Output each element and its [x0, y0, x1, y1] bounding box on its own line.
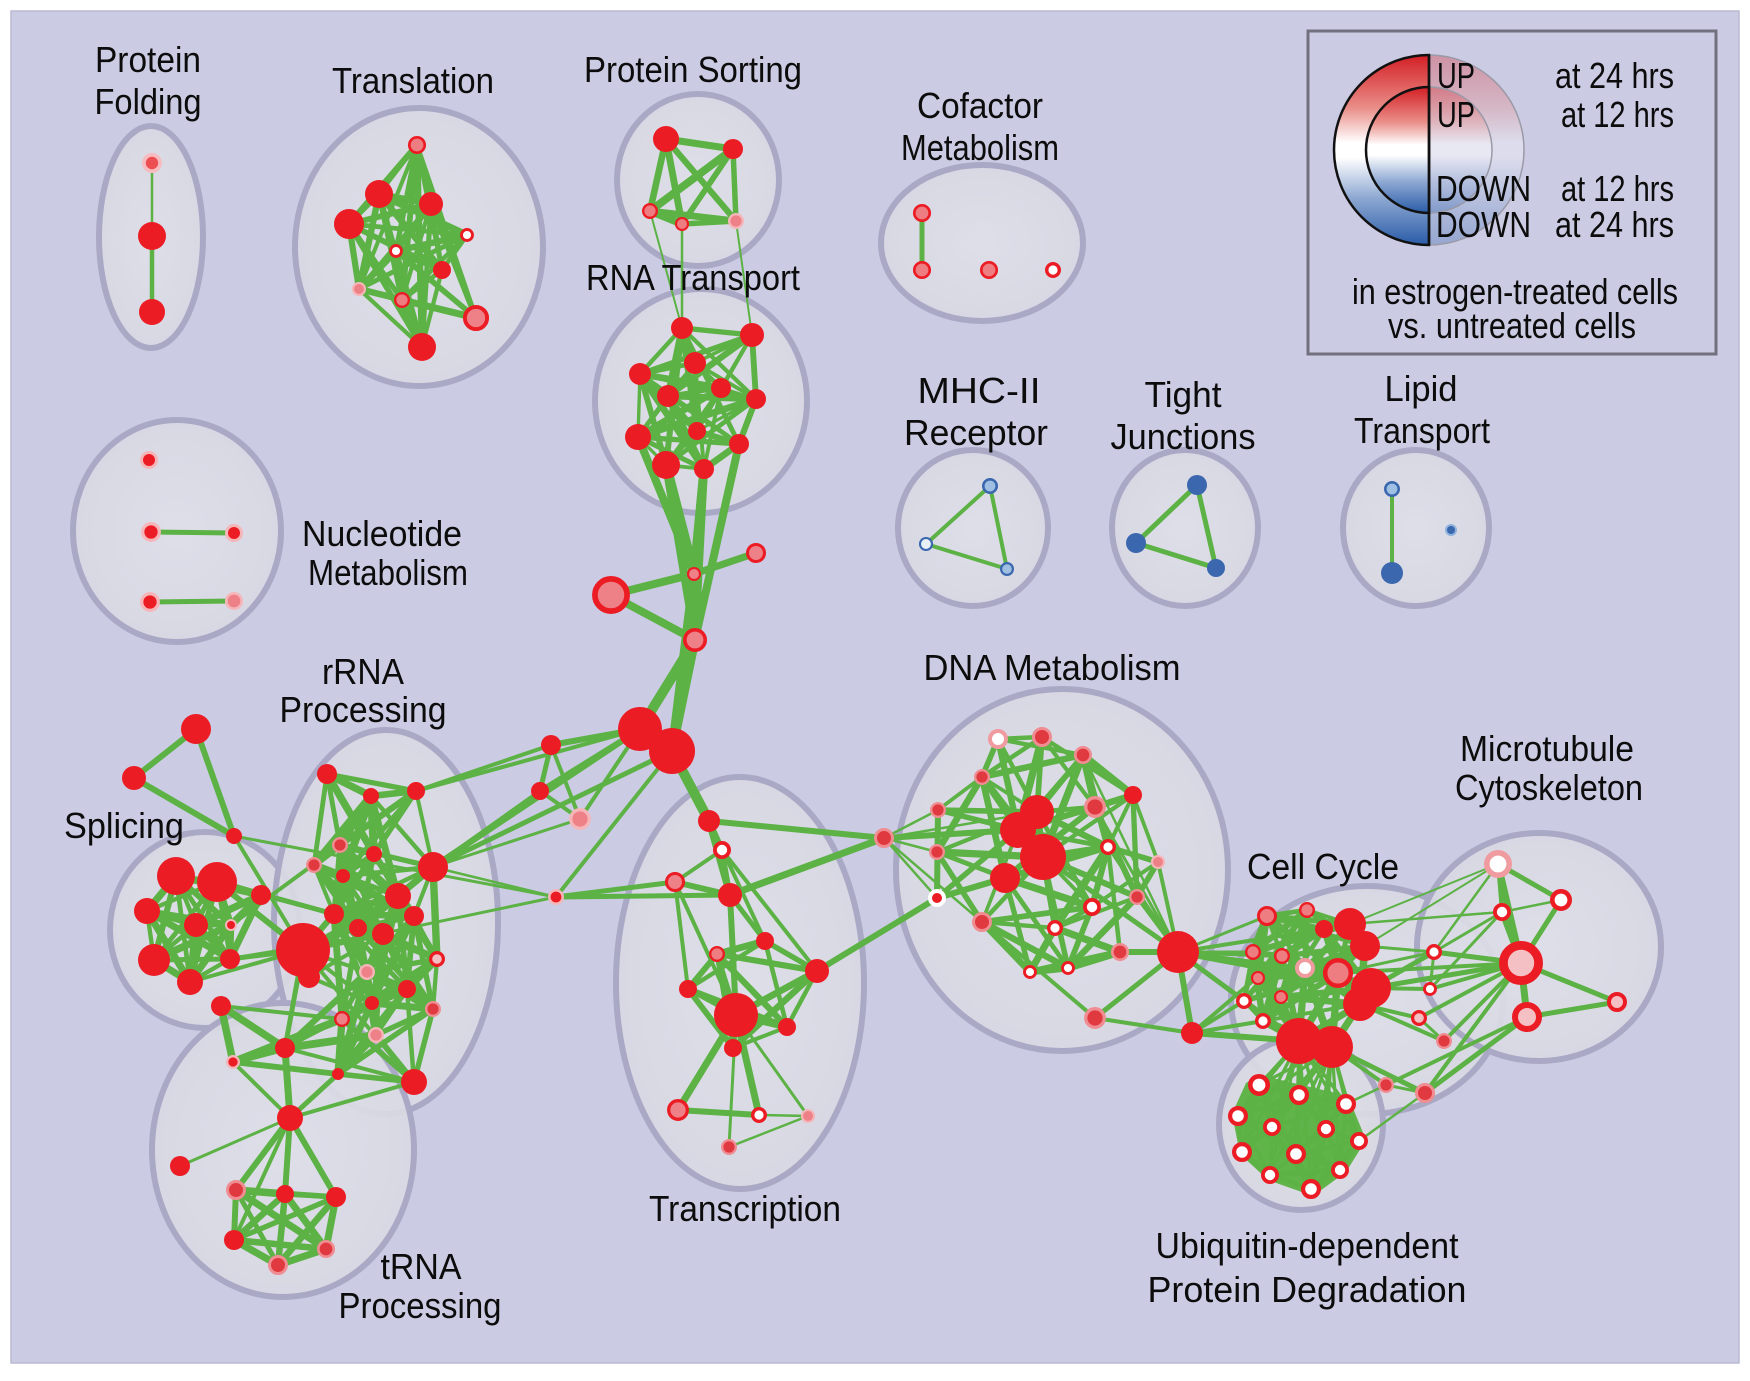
svg-text:Cell Cycle: Cell Cycle: [1247, 846, 1399, 887]
svg-text:Ubiquitin-dependent: Ubiquitin-dependent: [1156, 1225, 1459, 1266]
svg-text:at 24 hrs: at 24 hrs: [1555, 204, 1674, 245]
svg-text:Processing: Processing: [339, 1285, 502, 1326]
svg-text:Cytoskeleton: Cytoskeleton: [1455, 767, 1643, 808]
svg-text:DOWN: DOWN: [1436, 204, 1531, 245]
svg-text:Splicing: Splicing: [64, 805, 184, 846]
svg-text:Microtubule: Microtubule: [1460, 728, 1634, 769]
svg-text:UP: UP: [1437, 55, 1475, 96]
svg-text:rRNA: rRNA: [322, 651, 404, 692]
svg-text:Protein: Protein: [95, 39, 201, 80]
svg-text:DNA Metabolism: DNA Metabolism: [924, 647, 1181, 688]
svg-text:Folding: Folding: [95, 81, 202, 122]
svg-text:tRNA: tRNA: [381, 1246, 462, 1287]
svg-text:Protein Sorting: Protein Sorting: [584, 49, 802, 90]
svg-text:UP: UP: [1437, 94, 1475, 135]
svg-text:Transcription: Transcription: [649, 1188, 841, 1229]
svg-text:in estrogen-treated cells: in estrogen-treated cells: [1352, 271, 1678, 312]
svg-text:at 24 hrs: at 24 hrs: [1555, 55, 1674, 96]
svg-text:Processing: Processing: [280, 689, 447, 730]
svg-text:Lipid: Lipid: [1385, 368, 1458, 409]
svg-text:Metabolism: Metabolism: [308, 552, 468, 593]
svg-text:DOWN: DOWN: [1436, 168, 1531, 209]
svg-text:Protein Degradation: Protein Degradation: [1148, 1269, 1467, 1310]
svg-text:Tight: Tight: [1145, 374, 1222, 415]
svg-text:MHC-II: MHC-II: [918, 370, 1041, 411]
svg-text:at 12 hrs: at 12 hrs: [1561, 168, 1674, 209]
svg-text:Cofactor: Cofactor: [917, 85, 1043, 126]
svg-text:at 12 hrs: at 12 hrs: [1561, 94, 1674, 135]
svg-text:RNA Transport: RNA Transport: [586, 257, 800, 298]
svg-text:Receptor: Receptor: [904, 412, 1048, 453]
svg-text:Translation: Translation: [332, 60, 494, 101]
svg-text:vs. untreated cells: vs. untreated cells: [1388, 305, 1636, 346]
svg-text:Junctions: Junctions: [1111, 416, 1256, 457]
svg-text:Transport: Transport: [1354, 410, 1490, 451]
svg-text:Metabolism: Metabolism: [901, 127, 1059, 168]
svg-text:Nucleotide: Nucleotide: [302, 513, 462, 554]
